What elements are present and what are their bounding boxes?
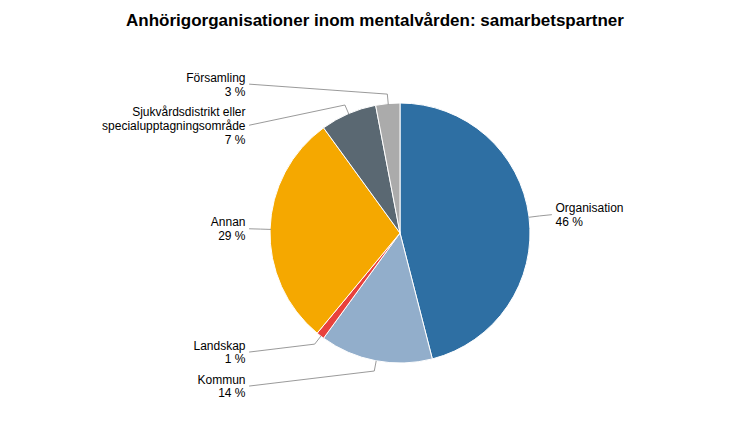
html-text:Anhörigorganisationer inom men: Anhörigorganisationer inom mentalvården:… <box>126 11 624 30</box>
svg-text:Organisation46 %: Organisation46 % <box>556 201 624 229</box>
svg-text:Kommun14 %: Kommun14 % <box>197 373 245 401</box>
svg-text:Församling3 %: Församling3 % <box>186 71 246 99</box>
svg-text:Landskap1 %: Landskap1 % <box>193 339 245 367</box>
svg-text:Sjukvårdsdistrikt ellerspecial: Sjukvårdsdistrikt ellerspecialupptagning… <box>102 105 246 147</box>
svg-text:Annan29 %: Annan29 % <box>211 215 246 243</box>
